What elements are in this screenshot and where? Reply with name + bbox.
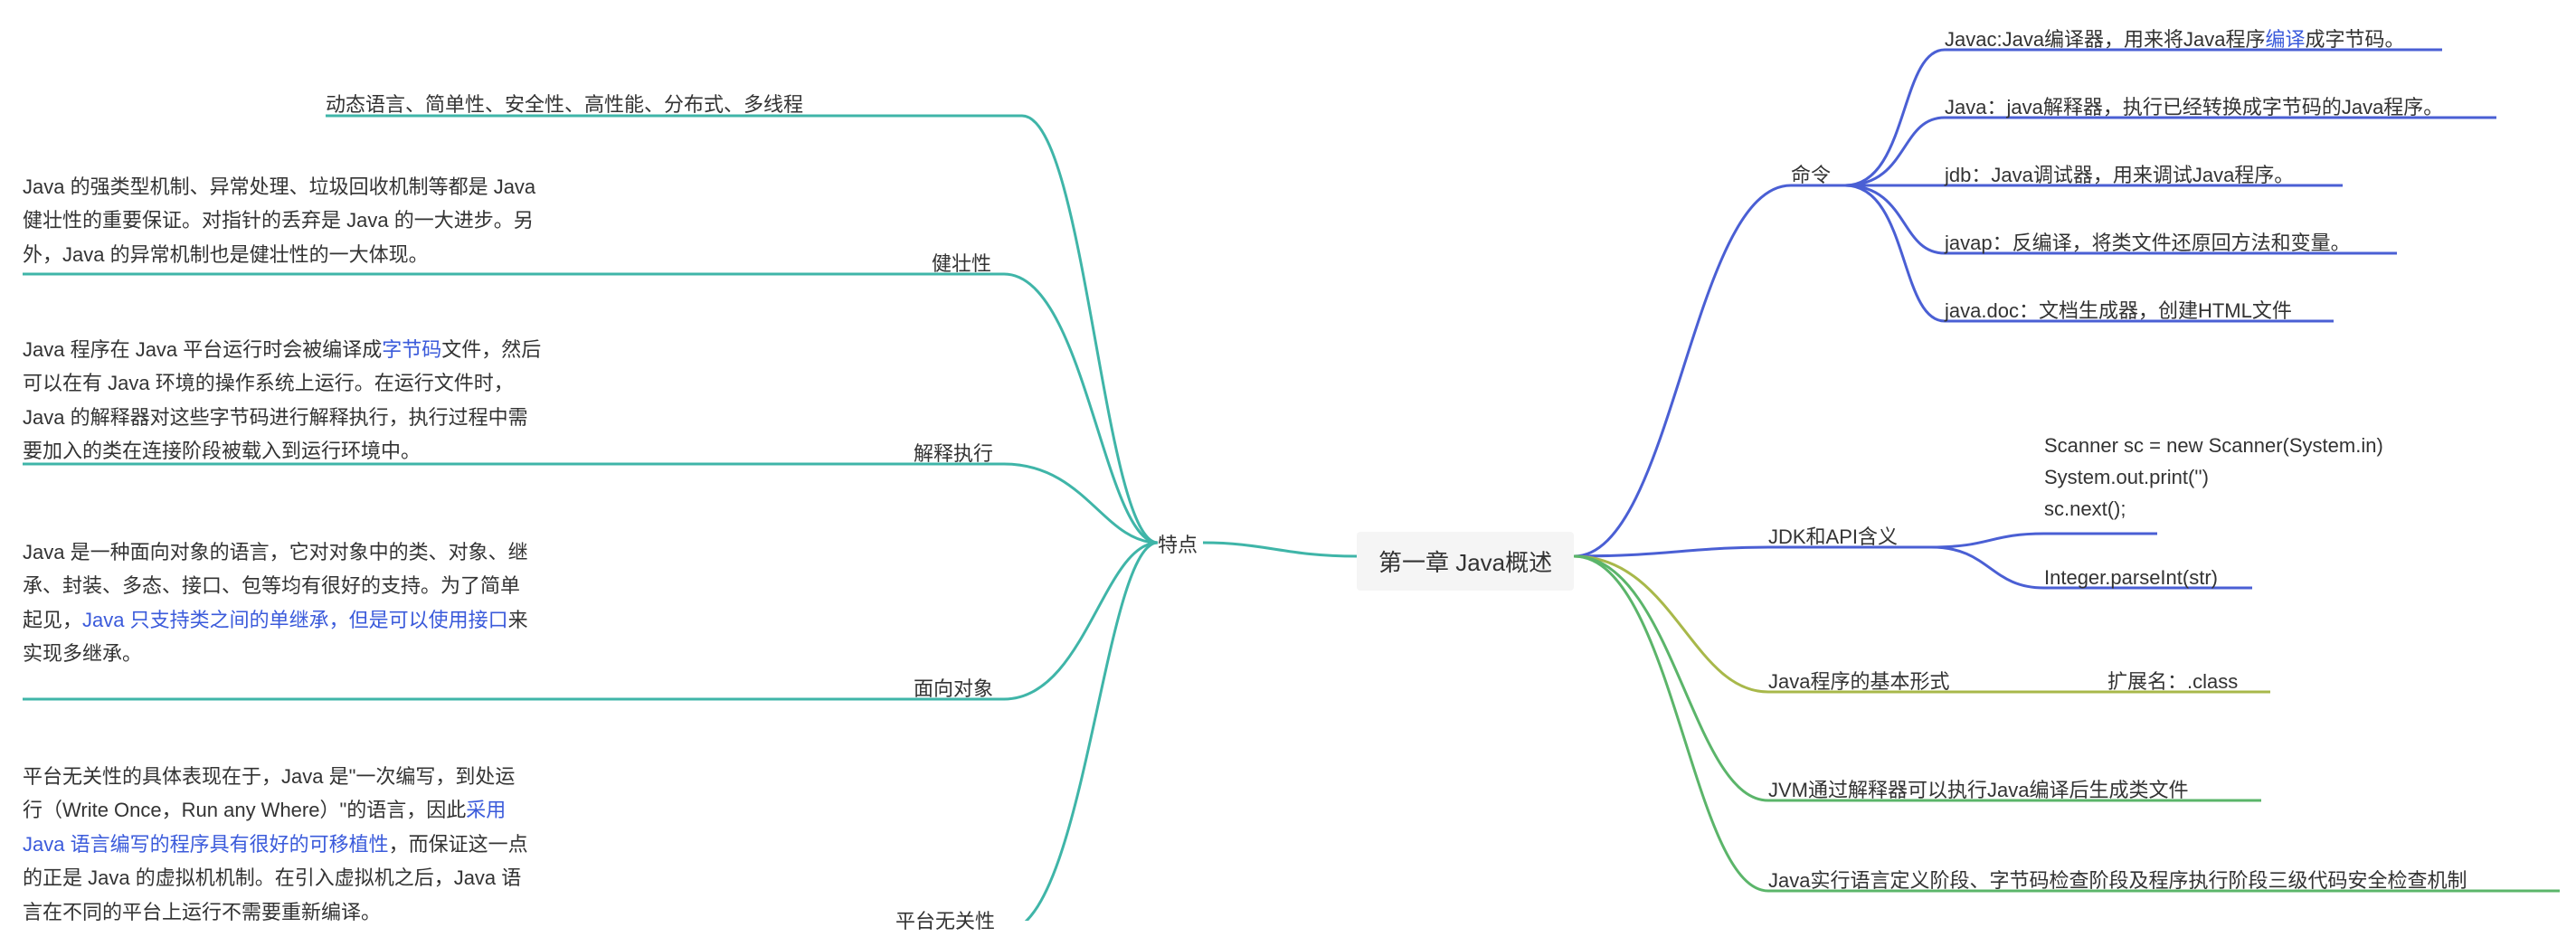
jvm-node[interactable]: JVM通过解释器可以执行Java编译后生成类文件 — [1768, 774, 2188, 806]
cmd-child-1[interactable]: Java：java解释器，执行已经转换成字节码的Java程序。 — [1945, 91, 2443, 123]
left-item-0[interactable]: 动态语言、简单性、安全性、高性能、分布式、多线程 — [326, 89, 803, 120]
cmd-child-4[interactable]: java.doc：文档生成器，创建HTML文件 — [1945, 295, 2292, 327]
cmd-node[interactable]: 命令 — [1791, 159, 1831, 191]
jdk-child-1[interactable]: Integer.parseInt(str) — [2044, 562, 2218, 593]
left-desc-2: Java 程序在 Java 平台运行时会被编译成字节码文件，然后可以在有 Jav… — [23, 333, 547, 468]
jdk-node[interactable]: JDK和API含义 — [1768, 521, 1898, 553]
left-item-4[interactable]: 平台无关性 — [895, 905, 995, 937]
jdk-child-0[interactable]: Scanner sc = new Scanner(System.in) Syst… — [2044, 430, 2383, 525]
cmd-child-0[interactable]: Javac:Java编译器，用来将Java程序编译成字节码。 — [1945, 24, 2405, 55]
cmd-child-2[interactable]: jdb：Java调试器，用来调试Java程序。 — [1945, 159, 2294, 191]
left-item-3[interactable]: 面向对象 — [914, 673, 993, 705]
left-desc-4: 平台无关性的具体表现在于，Java 是"一次编写，到处运行（Write Once… — [23, 760, 529, 929]
root-node[interactable]: 第一章 Java概述 — [1357, 532, 1574, 591]
form-node[interactable]: Java程序的基本形式 — [1768, 666, 1949, 697]
left-desc-3: Java 是一种面向对象的语言，它对对象中的类、对象、继承、封装、多态、接口、包… — [23, 535, 529, 671]
left-item-2[interactable]: 解释执行 — [914, 438, 993, 469]
form-child-0[interactable]: 扩展名：.class — [2107, 666, 2238, 697]
cmd-child-3[interactable]: javap：反编译，将类文件还原回方法和变量。 — [1945, 227, 2351, 259]
left-hub[interactable]: 特点 — [1158, 529, 1198, 561]
left-item-1[interactable]: 健壮性 — [932, 248, 991, 279]
left-desc-1: Java 的强类型机制、异常处理、垃圾回收机制等都是 Java 健壮性的重要保证… — [23, 170, 547, 271]
sec-node[interactable]: Java实行语言定义阶段、字节码检查阶段及程序执行阶段三级代码安全检查机制 — [1768, 865, 2467, 896]
